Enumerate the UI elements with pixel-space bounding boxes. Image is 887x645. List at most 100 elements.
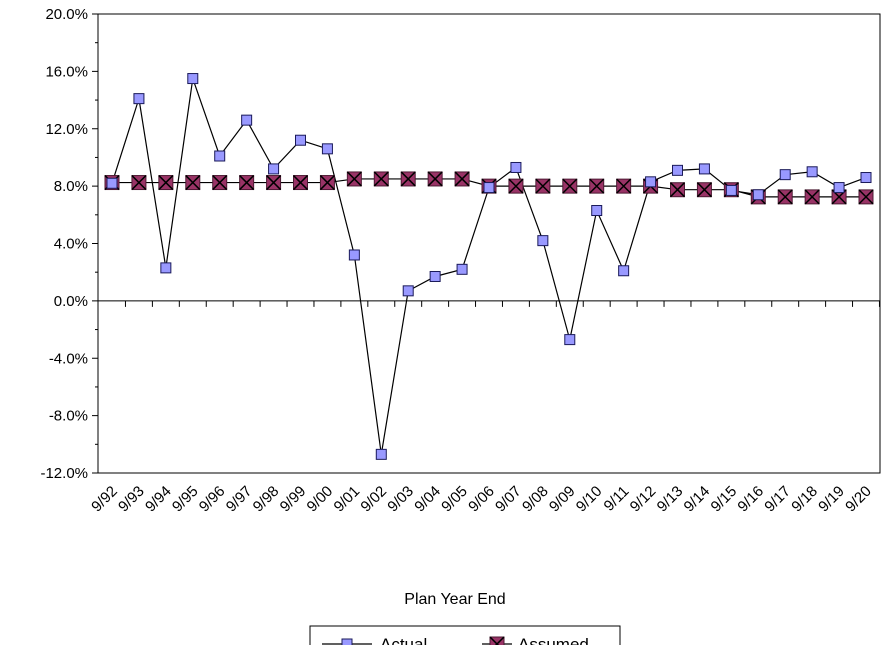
x-tick-label: 9/10 [573,483,606,516]
x-tick-label: 9/01 [331,483,364,516]
assumed-point [212,175,228,191]
x-tick-label: 9/16 [734,483,767,516]
actual-point [483,182,495,194]
assumed-point [589,178,605,194]
y-tick-label: 8.0% [54,178,88,195]
assumed-point [858,189,874,205]
legend-marker-actual [341,638,353,645]
legend-label: Actual [380,635,427,645]
legend-marker-assumed [489,636,505,645]
actual-point [133,93,145,105]
x-tick-label: 9/08 [519,483,552,516]
actual-point [645,176,657,188]
actual-point [725,184,737,196]
x-tick-label: 9/98 [250,483,283,516]
actual-point [187,73,199,85]
assumed-point [804,189,820,205]
legend-label: Assumed [518,635,589,645]
actual-point [779,169,791,181]
y-tick-label: -12.0% [40,465,88,482]
legend-box [309,625,621,645]
assumed-point [669,182,686,198]
assumed-point [266,175,282,191]
actual-point [375,448,387,460]
assumed-point [777,189,793,205]
legend: Actual Assumed [309,625,621,645]
x-tick-label: 9/99 [277,483,310,516]
x-tick-label: 9/93 [115,483,148,516]
actual-point [510,161,522,173]
actual-point [321,143,333,155]
actual-point [752,189,764,201]
assumed-point [616,178,632,194]
x-tick-label: 9/13 [654,483,687,516]
x-tick-label: 9/07 [492,483,525,516]
assumed-point [562,178,578,194]
assumed-point [427,171,443,187]
assumed-point [346,171,362,187]
y-tick-label: 0.0% [54,293,88,310]
actual-point [591,205,603,217]
x-tick-label: 9/92 [88,483,121,516]
y-tick-label: -4.0% [49,350,88,367]
x-ticks: 9/929/939/949/959/969/979/989/999/009/01… [88,300,880,516]
series-markers [104,73,874,460]
x-tick-label: 9/19 [815,483,848,516]
x-tick-label: 9/18 [788,483,821,516]
x-tick-label: 9/05 [438,483,471,516]
actual-point [268,163,280,175]
y-tick-label: -8.0% [49,408,88,425]
actual-point [456,263,468,275]
assumed-point [185,175,201,191]
actual-point [402,285,414,297]
x-tick-label: 9/97 [223,483,256,516]
x-tick-label: 9/96 [196,483,229,516]
y-tick-label: 16.0% [45,63,88,80]
legend-item-actual: Actual [322,635,427,645]
actual-point [160,262,172,274]
assumed-point [292,175,309,191]
plot-frame [97,13,881,474]
x-tick-label: 9/02 [357,483,390,516]
assumed-point [373,171,389,187]
assumed-point [158,175,174,191]
y-ticks: 20.0% 16.0% 12.0% 8.0% 4.0% 0.0% -4.0% -8.0% -12… [40,6,98,482]
series-line-actual [111,78,867,455]
actual-point [348,249,360,261]
actual-point [295,134,306,146]
x-tick-label: 9/03 [384,483,417,516]
x-tick-label: 9/15 [708,483,741,516]
assumed-point [535,178,551,194]
assumed-point [239,175,255,191]
actual-point [806,166,818,178]
actual-point [860,172,872,184]
x-tick-label: 9/11 [601,483,633,515]
y-tick-label: 4.0% [54,236,88,253]
x-tick-label: 9/17 [761,483,794,516]
actual-point [833,182,845,194]
axes [97,13,881,474]
x-tick-label: 9/04 [411,483,444,516]
actual-point [214,150,226,162]
x-tick-label: 9/14 [681,483,714,516]
assumed-point [696,182,712,198]
x-tick-label: 9/09 [546,483,579,516]
x-axis-title: Plan Year End [404,591,505,608]
actual-point [537,235,549,247]
actual-point [698,163,710,175]
actual-point [618,265,630,277]
assumed-point [508,178,524,194]
x-tick-label: 9/20 [842,483,875,516]
x-tick-label: 9/00 [304,483,337,516]
assumed-point [319,175,335,191]
actual-point [241,114,253,126]
actual-point [429,270,441,282]
series-lines [111,78,867,455]
legend-item-assumed: Assumed [482,635,589,645]
x-tick-label: 9/12 [627,483,660,516]
x-tick-label: 9/95 [169,483,202,516]
assumed-point [454,171,470,187]
y-tick-label: 12.0% [45,121,88,138]
actual-point [672,164,683,176]
